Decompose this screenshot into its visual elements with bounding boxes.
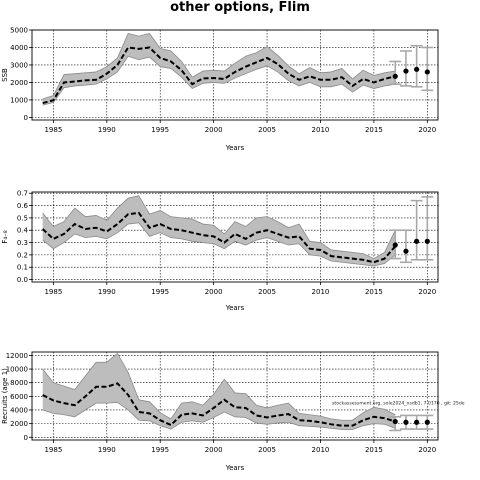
projection-point bbox=[403, 419, 409, 425]
y-tick-label: 2000 bbox=[10, 420, 28, 428]
x-axis-label: Years bbox=[225, 144, 245, 152]
projection-point bbox=[424, 238, 430, 244]
band-upper-edge bbox=[42, 195, 396, 260]
y-tick-label: 0.5 bbox=[17, 214, 28, 222]
y-axis-label: SSB bbox=[1, 68, 9, 82]
projection-point bbox=[392, 73, 398, 79]
x-tick-label: 2000 bbox=[205, 288, 223, 296]
x-tick-label: 2010 bbox=[312, 126, 330, 134]
band-lower-edge bbox=[42, 55, 396, 106]
y-tick-label: 0 bbox=[24, 114, 28, 122]
band-upper-edge bbox=[42, 352, 396, 421]
y-axis-label: Recruits (age 1) bbox=[1, 368, 9, 424]
y-tick-label: 4000 bbox=[10, 406, 28, 414]
x-tick-label: 2000 bbox=[205, 126, 223, 134]
x-axis-label: Years bbox=[225, 304, 245, 312]
x-tick-label: 1985 bbox=[44, 126, 62, 134]
band-lower-edge bbox=[42, 402, 396, 430]
y-tick-label: 0.2 bbox=[17, 251, 28, 259]
x-tick-label: 1995 bbox=[151, 446, 169, 454]
y-tick-label: 0.4 bbox=[17, 227, 29, 235]
x-tick-label: 2020 bbox=[418, 446, 436, 454]
y-tick-label: 2000 bbox=[10, 79, 28, 87]
x-tick-label: 2005 bbox=[258, 446, 276, 454]
x-tick-label: 1985 bbox=[44, 288, 62, 296]
x-tick-label: 1995 bbox=[151, 288, 169, 296]
y-tick-label: 0.1 bbox=[17, 264, 28, 272]
y-tick-label: 1000 bbox=[10, 96, 28, 104]
y-tick-label: 0.0 bbox=[17, 276, 28, 284]
x-tick-label: 2010 bbox=[312, 446, 330, 454]
x-axis-label: Years bbox=[225, 464, 245, 472]
plot-frame bbox=[31, 29, 439, 121]
x-tick-label: 1990 bbox=[98, 126, 116, 134]
x-tick-label: 1995 bbox=[151, 126, 169, 134]
y-tick-label: 0.6 bbox=[17, 202, 29, 210]
confidence-band bbox=[42, 353, 396, 430]
y-tick-label: 6000 bbox=[10, 393, 28, 401]
x-tick-label: 2005 bbox=[258, 126, 276, 134]
y-tick-label: 3000 bbox=[10, 61, 28, 69]
x-tick-label: 2020 bbox=[418, 126, 436, 134]
y-tick-label: 10000 bbox=[6, 366, 28, 374]
projection-point bbox=[392, 418, 398, 425]
projection-point bbox=[403, 68, 409, 74]
projection-point bbox=[414, 419, 420, 425]
y-tick-label: 12000 bbox=[6, 352, 28, 360]
confidence-band bbox=[42, 195, 396, 266]
chart-annotation: stockassessment.org, sole2024_nsdb1, 7.0… bbox=[332, 401, 465, 407]
y-tick-label: 8000 bbox=[10, 379, 28, 387]
band-upper-edge bbox=[42, 33, 396, 100]
confidence-band bbox=[42, 33, 396, 106]
median-series-line bbox=[42, 382, 396, 427]
page-title: other options, Flim bbox=[170, 0, 310, 15]
projection-point bbox=[424, 419, 430, 425]
y-axis-label: F₄₋₈ bbox=[1, 230, 9, 244]
y-tick-label: 0.7 bbox=[17, 190, 28, 198]
projection-point bbox=[414, 66, 420, 72]
x-tick-label: 2000 bbox=[205, 446, 223, 454]
x-tick-label: 2015 bbox=[365, 126, 383, 134]
x-tick-label: 2020 bbox=[418, 288, 436, 296]
x-tick-label: 2015 bbox=[365, 446, 383, 454]
projection-point bbox=[403, 248, 409, 254]
x-tick-label: 2010 bbox=[312, 288, 330, 296]
projection-point bbox=[424, 69, 430, 75]
median-series-line bbox=[42, 211, 397, 264]
y-tick-label: 0 bbox=[24, 434, 28, 442]
band-lower-edge bbox=[42, 222, 396, 267]
projection-point bbox=[392, 242, 398, 248]
x-tick-label: 1990 bbox=[98, 446, 116, 454]
plot-frame bbox=[31, 191, 439, 283]
y-tick-label: 4000 bbox=[10, 44, 28, 52]
x-tick-label: 2005 bbox=[258, 288, 276, 296]
y-tick-label: 0.3 bbox=[17, 239, 28, 247]
median-series-line bbox=[42, 46, 396, 105]
x-tick-label: 2015 bbox=[365, 288, 383, 296]
x-tick-label: 1985 bbox=[44, 446, 62, 454]
y-tick-label: 5000 bbox=[10, 27, 28, 35]
x-tick-label: 1990 bbox=[98, 288, 116, 296]
projection-point bbox=[414, 238, 420, 244]
